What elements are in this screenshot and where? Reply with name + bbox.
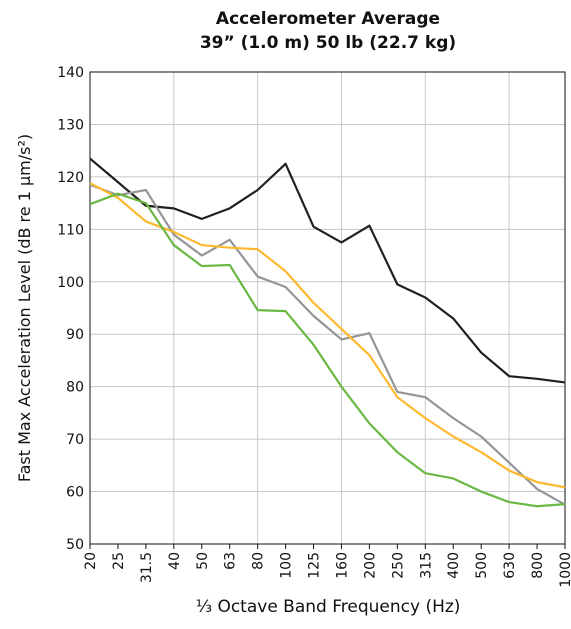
x-tick-label: 80 (251, 552, 267, 570)
x-tick-label: 250 (390, 552, 406, 579)
x-tick-label: 500 (474, 552, 490, 579)
x-tick-label: 25 (111, 552, 127, 570)
series-line (89, 183, 566, 506)
chart-title: Accelerometer Average (216, 9, 440, 29)
x-tick-label: 100 (279, 552, 295, 579)
y-tick-label: 110 (57, 222, 84, 238)
x-tick-label: 630 (502, 552, 518, 579)
x-tick-label: 20 (83, 552, 99, 570)
series-line (89, 182, 566, 489)
plot-frame (89, 71, 566, 545)
x-tick-label: 40 (167, 552, 183, 570)
y-tick-label: 60 (66, 485, 84, 501)
x-tick-label: 50 (195, 552, 211, 570)
x-tick-label: 125 (307, 552, 323, 579)
y-tick-label: 130 (57, 117, 84, 133)
y-tick-label: 70 (66, 432, 84, 448)
y-tick-label: 80 (66, 380, 84, 396)
x-tick-label: 31.5 (139, 552, 155, 583)
y-tick-label: 120 (57, 170, 84, 186)
y-axis-label: Fast Max Acceleration Level (dB re 1 μm/… (15, 134, 34, 482)
x-tick-label: 63 (223, 552, 239, 570)
y-tick-label: 90 (66, 327, 84, 343)
x-tick-label: 315 (418, 552, 434, 579)
x-tick-label: 400 (446, 552, 462, 579)
y-tick-label: 50 (66, 537, 84, 553)
chart-subtitle: 39” (1.0 m) 50 lb (22.7 kg) (200, 33, 456, 53)
x-tick-label: 1000 (558, 552, 571, 588)
x-tick-label: 160 (334, 552, 350, 579)
y-tick-label: 100 (57, 275, 84, 291)
x-tick-label: 200 (362, 552, 378, 579)
series-line (89, 157, 566, 384)
x-tick-label: 800 (530, 552, 546, 579)
series-line (89, 192, 566, 508)
x-axis-label: ⅓ Octave Band Frequency (Hz) (196, 597, 461, 617)
y-tick-label: 140 (57, 65, 84, 81)
